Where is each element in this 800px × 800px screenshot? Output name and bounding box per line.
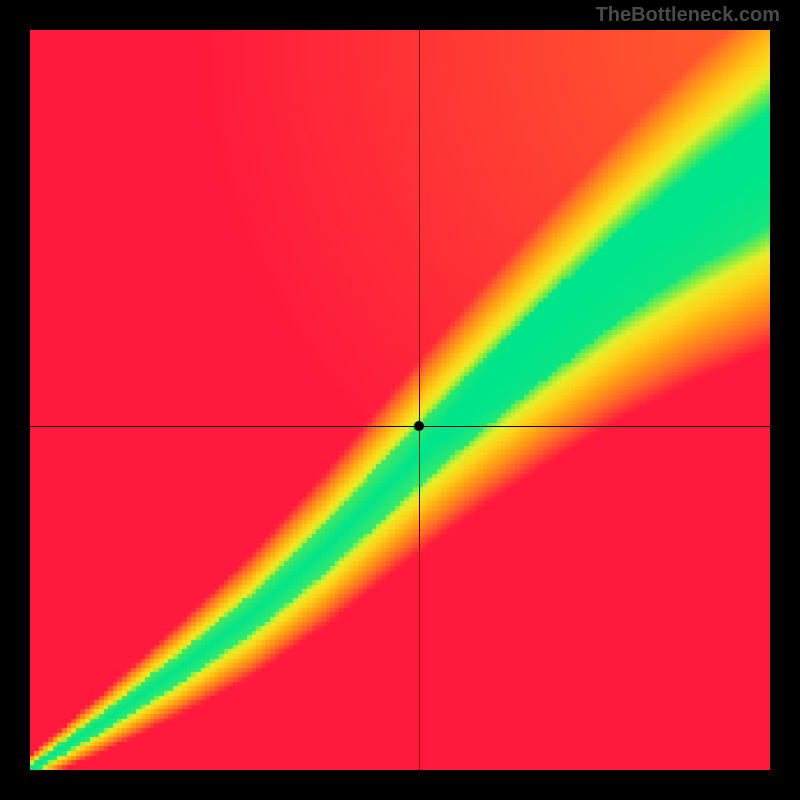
heatmap-canvas — [30, 30, 770, 770]
heatmap-plot — [30, 30, 770, 770]
watermark-text: TheBottleneck.com — [596, 4, 780, 27]
